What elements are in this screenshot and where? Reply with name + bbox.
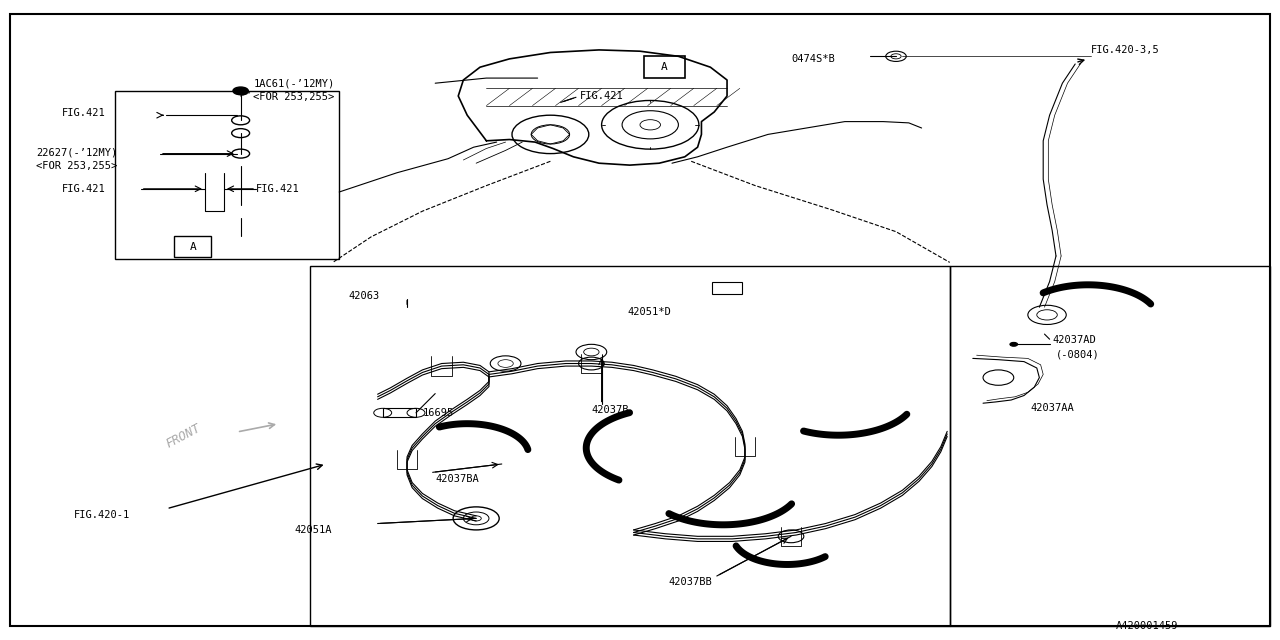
Text: FIG.420-1: FIG.420-1 — [74, 510, 131, 520]
Text: 42037AD: 42037AD — [1052, 335, 1096, 346]
Bar — [383, 408, 416, 417]
Text: A: A — [189, 242, 197, 252]
Text: <FOR 253,255>: <FOR 253,255> — [253, 92, 334, 102]
Text: FIG.421: FIG.421 — [61, 184, 105, 194]
Bar — [950, 266, 1270, 626]
Text: <FOR 253,255>: <FOR 253,255> — [36, 161, 116, 172]
Text: A: A — [660, 62, 668, 72]
Bar — [174, 236, 211, 257]
Text: FIG.420-3,5: FIG.420-3,5 — [1091, 45, 1160, 55]
Text: FIG.421: FIG.421 — [61, 108, 105, 118]
Bar — [644, 56, 685, 78]
Circle shape — [1010, 342, 1018, 346]
Bar — [712, 282, 742, 294]
Text: 42051*D: 42051*D — [627, 307, 671, 317]
Text: (-0804): (-0804) — [1056, 349, 1100, 360]
Text: 1AC61(-’12MY): 1AC61(-’12MY) — [253, 78, 334, 88]
Text: FIG.421: FIG.421 — [256, 184, 300, 194]
Bar — [310, 266, 950, 626]
Text: 42037BA: 42037BA — [435, 474, 479, 484]
Circle shape — [233, 87, 248, 95]
Bar — [115, 91, 339, 259]
Text: A420001459: A420001459 — [1116, 621, 1179, 631]
Text: 42037BB: 42037BB — [668, 577, 712, 588]
Text: 42037AA: 42037AA — [1030, 403, 1074, 413]
Text: FIG.421: FIG.421 — [580, 91, 623, 101]
Text: 16695: 16695 — [422, 408, 453, 418]
Text: 22627(-’12MY): 22627(-’12MY) — [36, 147, 116, 157]
Text: 42051A: 42051A — [294, 525, 332, 535]
Text: 42037B: 42037B — [591, 404, 628, 415]
Text: 42063: 42063 — [348, 291, 379, 301]
Text: FRONT: FRONT — [164, 422, 204, 451]
Text: 0474S*B: 0474S*B — [791, 54, 835, 64]
